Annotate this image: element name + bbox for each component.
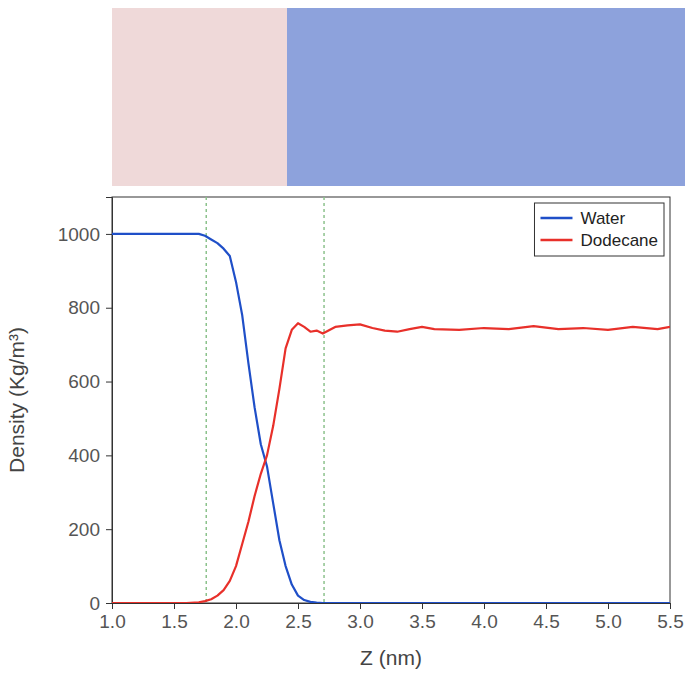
legend-box (534, 203, 664, 256)
dodecane-region (287, 8, 685, 186)
series-line (112, 323, 670, 603)
x-axis-line (113, 604, 671, 610)
legend-item: Water (540, 209, 625, 228)
x-axis: 1.0 1.5 2.0 2.5 3.0 3.5 4.0 4.5 5.0 5.5 (99, 603, 683, 632)
x-tick: 5.0 (595, 603, 621, 632)
x-tick: 3.5 (409, 603, 435, 632)
x-tick-label: 1.0 (99, 611, 125, 632)
legend-item: Dodecane (540, 231, 658, 250)
legend-label: Dodecane (580, 231, 658, 250)
y-tick-mark (106, 234, 112, 235)
x-tick-label: 2.0 (223, 611, 249, 632)
plot-area (112, 197, 670, 603)
plot-frame (112, 197, 670, 603)
y-tick: 800 (68, 297, 112, 318)
x-tick-label: 3.0 (347, 611, 373, 632)
y-tick-label: 1000 (58, 223, 100, 244)
y-tick-mark (106, 603, 112, 604)
series-line (112, 234, 670, 603)
x-tick: 2.0 (223, 603, 249, 632)
y-tick-label: 600 (68, 371, 100, 392)
y-tick-label: 800 (68, 297, 100, 318)
x-tick-mark (236, 603, 237, 609)
y-axis-title: Density (Kg/m³) (5, 327, 28, 473)
header-illustration (112, 8, 685, 186)
x-tick-mark (174, 603, 175, 609)
y-tick: 600 (68, 371, 112, 392)
x-tick-mark (298, 603, 299, 609)
x-tick: 2.5 (285, 603, 311, 632)
x-axis-title: Z (nm) (360, 646, 422, 669)
x-tick: 4.5 (533, 603, 559, 632)
x-tick-label: 5.5 (657, 611, 683, 632)
x-tick-label: 4.5 (533, 611, 559, 632)
y-tick-mark (106, 308, 112, 309)
y-tick: 200 (68, 519, 112, 540)
x-tick-mark (670, 603, 671, 609)
x-tick-mark (422, 603, 423, 609)
legend: Water Dodecane (534, 203, 664, 256)
reference-line (323, 197, 325, 603)
y-tick-mark (106, 455, 112, 456)
y-tick-mark (106, 382, 112, 383)
y-tick-mark (106, 529, 112, 530)
y-tick: 0 (89, 593, 112, 614)
chart-root: 1.0 1.5 2.0 2.5 3.0 3.5 4.0 4.5 5.0 5.5 0 200 400 600… (0, 0, 695, 686)
x-tick-mark (546, 603, 547, 609)
x-tick-label: 5.0 (595, 611, 621, 632)
y-tick-label: 200 (68, 519, 100, 540)
y-axis-line (106, 198, 113, 604)
y-axis: 0 200 400 600 800 1000 (58, 198, 113, 614)
water-region (112, 8, 287, 186)
y-tick-label: 400 (68, 445, 100, 466)
x-tick-mark (484, 603, 485, 609)
y-tick: 400 (68, 445, 112, 466)
y-tick-label: 0 (89, 593, 100, 614)
x-tick: 1.0 (99, 603, 125, 632)
x-tick-mark (608, 603, 609, 609)
x-tick: 1.5 (161, 603, 187, 632)
x-tick-label: 4.0 (471, 611, 497, 632)
y-tick: 1000 (58, 223, 112, 244)
x-tick: 4.0 (471, 603, 497, 632)
x-tick: 5.5 (657, 603, 683, 632)
x-tick-label: 1.5 (161, 611, 187, 632)
legend-swatch (540, 239, 572, 242)
legend-label: Water (580, 209, 625, 228)
x-tick: 3.0 (347, 603, 373, 632)
reference-line (205, 197, 207, 603)
x-tick-label: 2.5 (285, 611, 311, 632)
x-tick-mark (360, 603, 361, 609)
x-tick-label: 3.5 (409, 611, 435, 632)
legend-swatch (540, 217, 572, 220)
